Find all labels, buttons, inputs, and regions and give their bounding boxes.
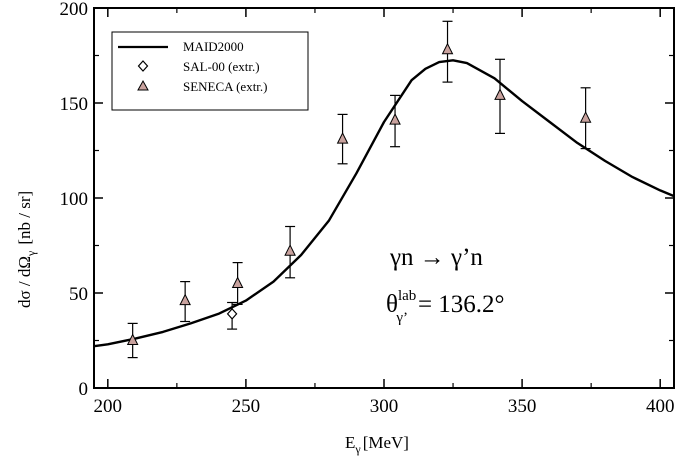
seneca-point <box>179 293 191 306</box>
legend: MAID2000 SAL-00 (extr.) SENECA (extr.) <box>111 31 309 111</box>
sal00-point <box>226 308 238 320</box>
seneca-point <box>126 333 139 345</box>
x-tick-label: 400 <box>646 396 675 417</box>
x-tick-label: 200 <box>94 396 123 417</box>
x-tick-label: 350 <box>508 396 537 417</box>
y-tick-label: 50 <box>69 284 88 305</box>
legend-label-seneca: SENECA (extr.) <box>183 79 268 94</box>
axis-ticks: 200 250 300 350 400 0 50 100 150 200 <box>60 0 675 417</box>
angle-annotation: θlab γ’ = 136.2° <box>386 288 505 326</box>
legend-label-sal00: SAL-00 (extr.) <box>183 59 260 74</box>
plot-area <box>93 7 675 389</box>
legend-swatch-seneca <box>137 79 149 91</box>
seneca-point <box>284 244 296 256</box>
x-tick-label: 250 <box>232 396 261 417</box>
plot-frame <box>93 7 675 389</box>
legend-box <box>111 31 309 111</box>
y-tick-label: 0 <box>79 379 89 400</box>
reaction-annotation: γn → γ’n <box>389 244 483 271</box>
seneca-point <box>231 276 244 288</box>
y-axis-title: dσ / dΩγ[nb / sr] <box>15 191 38 308</box>
seneca-point <box>579 111 592 123</box>
x-axis-title: Eγ [MeV] <box>345 433 409 456</box>
legend-swatch-sal00 <box>137 60 149 72</box>
seneca-point <box>494 88 506 100</box>
seneca-point <box>336 131 349 144</box>
x-tick-label: 300 <box>370 396 399 417</box>
legend-label-maid2000: MAID2000 <box>183 39 244 54</box>
seneca-point <box>441 42 454 55</box>
maid2000-curve <box>93 59 675 348</box>
seneca-point <box>389 112 401 125</box>
y-tick-label: 200 <box>60 0 89 20</box>
y-tick-label: 100 <box>60 189 89 210</box>
y-tick-label: 150 <box>60 94 89 115</box>
